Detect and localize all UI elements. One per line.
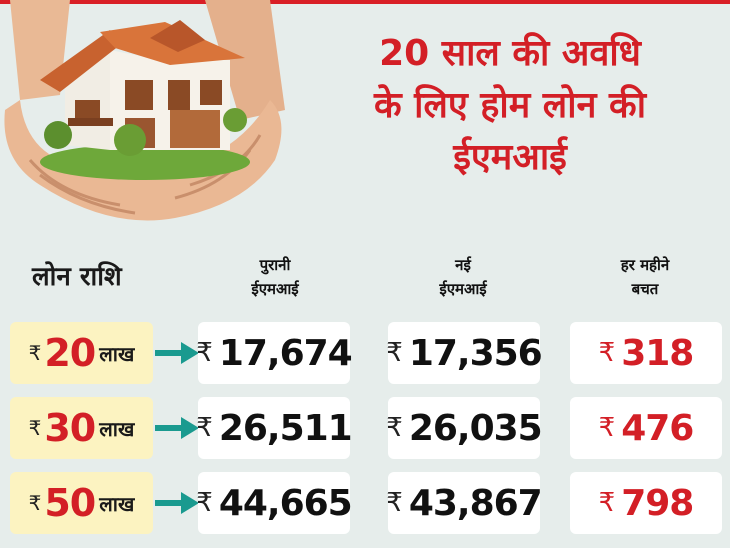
rupee-symbol: ₹ [196,413,213,443]
header-new-emi-line2: ईएमआई [439,280,487,298]
loan-amount-value: 20 [44,331,96,375]
new-emi-cell: ₹ 17,356 [386,322,543,384]
new-emi-value: 26,035 [408,407,543,449]
loan-amount-value: 30 [44,406,96,450]
header-old-emi: पुरानी ईएमआई [200,253,350,301]
header-saving-line1: हर महीने [620,256,670,274]
rupee-symbol: ₹ [28,416,42,440]
new-emi-cell: ₹ 43,867 [386,472,543,534]
loan-amount-cell: ₹ 50 लाख [10,472,153,534]
rupee-symbol: ₹ [598,413,616,443]
table-header: लोन राशि पुरानी ईएमआई नई ईएमआई हर महीने … [0,243,730,313]
header-old-emi-line2: ईएमआई [251,280,299,298]
rupee-symbol: ₹ [598,488,616,518]
new-emi-value: 43,867 [408,482,543,524]
old-emi-value: 44,665 [218,482,353,524]
old-emi-value: 26,511 [218,407,353,449]
top-red-strip [0,0,730,4]
title-line-3: ईएमआई [453,137,567,178]
loan-amount-unit: लाख [99,491,135,516]
new-emi-value: 17,356 [408,332,543,374]
saving-value: 798 [621,482,694,524]
rupee-symbol: ₹ [386,488,403,518]
hands-holding-house-icon [4,0,285,221]
saving-value: 318 [621,332,694,374]
loan-amount-value: 50 [44,481,96,525]
loan-amount-cell: ₹ 30 लाख [10,397,153,459]
loan-amount-unit: लाख [99,416,135,441]
title-line-1: 20 साल की अवधि [379,33,641,74]
header-saving-line2: बचत [631,280,659,298]
rupee-symbol: ₹ [386,338,403,368]
loan-amount-unit: लाख [99,341,135,366]
table-row: ₹ 50 लाख ₹ 44,665 ₹ 43,867 ₹ 798 [0,472,730,536]
arrow-right-icon [155,342,199,364]
old-emi-cell: ₹ 44,665 [196,472,353,534]
header-loan-amount: लोन राशि [32,262,122,292]
rupee-symbol: ₹ [196,338,213,368]
header-new-emi: नई ईएमआई [388,253,538,301]
saving-cell: ₹ 318 [570,322,722,384]
old-emi-value: 17,674 [218,332,353,374]
new-emi-cell: ₹ 26,035 [386,397,543,459]
title-line-2: के लिए होम लोन की [373,85,647,126]
table-row: ₹ 20 लाख ₹ 17,674 ₹ 17,356 ₹ 318 [0,322,730,386]
table-row: ₹ 30 लाख ₹ 26,511 ₹ 26,035 ₹ 476 [0,397,730,461]
saving-value: 476 [621,407,694,449]
rupee-symbol: ₹ [28,491,42,515]
header-saving: हर महीने बचत [570,253,720,301]
old-emi-cell: ₹ 26,511 [196,397,353,459]
saving-cell: ₹ 476 [570,397,722,459]
rupee-symbol: ₹ [28,341,42,365]
arrow-right-icon [155,417,199,439]
header-old-emi-line1: पुरानी [259,256,291,274]
rupee-symbol: ₹ [196,488,213,518]
arrow-right-icon [155,492,199,514]
rupee-symbol: ₹ [598,338,616,368]
saving-cell: ₹ 798 [570,472,722,534]
old-emi-cell: ₹ 17,674 [196,322,353,384]
header-new-emi-line1: नई [455,256,471,274]
loan-amount-cell: ₹ 20 लाख [10,322,153,384]
rupee-symbol: ₹ [386,413,403,443]
page-title: 20 साल की अवधि के लिए होम लोन की ईएमआई [305,28,715,184]
